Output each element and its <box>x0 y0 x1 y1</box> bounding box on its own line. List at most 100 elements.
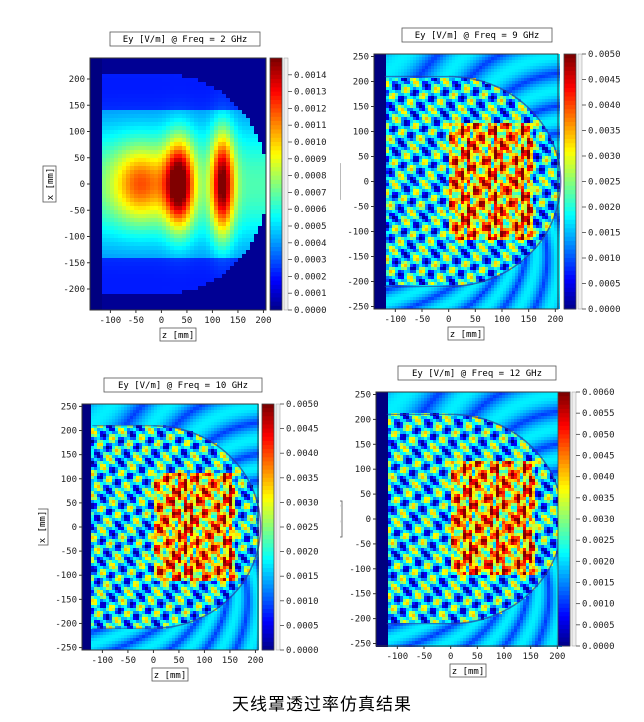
heatmap-cell <box>162 278 166 282</box>
heatmap-cell <box>90 158 94 162</box>
heatmap-cell <box>262 278 266 282</box>
heatmap-cell <box>374 126 377 129</box>
heatmap-cell <box>380 105 383 108</box>
heatmap-cell <box>542 60 545 63</box>
heatmap-cell <box>401 57 404 60</box>
heatmap-cell <box>234 110 238 114</box>
heatmap-cell <box>509 66 512 69</box>
heatmap-cell <box>166 98 170 102</box>
heatmap-cell <box>90 110 94 114</box>
heatmap-cell <box>380 111 383 114</box>
heatmap-cell <box>452 150 455 153</box>
heatmap-cell <box>174 282 178 286</box>
heatmap-cell <box>503 123 506 126</box>
heatmap-cell <box>190 262 194 266</box>
heatmap-cell <box>536 126 539 129</box>
heatmap-cell <box>554 111 557 114</box>
heatmap-cell <box>389 135 392 138</box>
heatmap-cell <box>482 138 485 141</box>
heatmap-cell <box>434 126 437 129</box>
heatmap-cell <box>198 122 202 126</box>
heatmap-cell <box>222 294 226 298</box>
heatmap-cell <box>106 194 110 198</box>
heatmap-cell <box>443 84 446 87</box>
heatmap-cell <box>134 166 138 170</box>
heatmap-cell <box>242 122 246 126</box>
heatmap-cell <box>134 150 138 154</box>
heatmap-cell <box>114 134 118 138</box>
heatmap-cell <box>485 108 488 111</box>
heatmap-cell <box>230 78 234 82</box>
heatmap-cell <box>262 302 266 306</box>
heatmap-cell <box>422 138 425 141</box>
heatmap-cell <box>146 290 150 294</box>
heatmap-cell <box>226 70 230 74</box>
heatmap-cell <box>515 114 518 117</box>
heatmap-cell <box>166 202 170 206</box>
heatmap-cell <box>539 147 542 150</box>
heatmap-cell <box>383 135 386 138</box>
heatmap-cell <box>122 146 126 150</box>
heatmap-cell <box>158 290 162 294</box>
heatmap-cell <box>374 138 377 141</box>
heatmap-cell <box>506 141 509 144</box>
heatmap-cell <box>380 90 383 93</box>
heatmap-cell <box>190 302 194 306</box>
heatmap-cell <box>206 266 210 270</box>
heatmap-cell <box>186 82 190 86</box>
heatmap-cell <box>515 129 518 132</box>
heatmap-cell <box>170 130 174 134</box>
heatmap-cell <box>461 132 464 135</box>
heatmap-cell <box>122 102 126 106</box>
heatmap-cell <box>138 242 142 246</box>
heatmap-cell <box>443 141 446 144</box>
heatmap-cell <box>234 78 238 82</box>
heatmap-cell <box>166 142 170 146</box>
heatmap-cell <box>488 138 491 141</box>
heatmap-cell <box>138 170 142 174</box>
heatmap-cell <box>518 54 521 57</box>
chart-title: Ey [V/m] @ Freq = 2 GHz <box>109 31 261 47</box>
heatmap-cell <box>509 141 512 144</box>
heatmap-cell <box>386 66 389 69</box>
heatmap-cell <box>110 142 114 146</box>
x-tick-label: 200 <box>255 316 271 326</box>
heatmap-cell <box>545 78 548 81</box>
heatmap-cell <box>407 93 410 96</box>
heatmap-cell <box>440 60 443 63</box>
heatmap-cell <box>533 105 536 108</box>
heatmap-cell <box>380 57 383 60</box>
heatmap-cell <box>254 90 258 94</box>
heatmap-cell <box>392 147 395 150</box>
heatmap-cell <box>110 162 114 166</box>
heatmap-cell <box>178 98 182 102</box>
heatmap-cell <box>118 306 122 310</box>
heatmap-cell <box>380 54 383 57</box>
heatmap-cell <box>551 57 554 60</box>
heatmap-cell <box>218 134 222 138</box>
heatmap-cell <box>404 78 407 81</box>
heatmap-cell <box>174 250 178 254</box>
heatmap-cell <box>254 294 258 298</box>
heatmap-cell <box>386 138 389 141</box>
heatmap-cell <box>142 234 146 238</box>
heatmap-cell <box>238 114 242 118</box>
heatmap-cell <box>392 150 395 153</box>
heatmap-cell <box>374 135 377 138</box>
heatmap-cell <box>386 102 389 105</box>
heatmap-cell <box>102 150 106 154</box>
heatmap-cell <box>134 114 138 118</box>
heatmap-cell <box>174 294 178 298</box>
heatmap-cell <box>530 114 533 117</box>
heatmap-cell <box>554 90 557 93</box>
heatmap-cell <box>158 170 162 174</box>
heatmap-cell <box>238 138 242 142</box>
heatmap-cell <box>166 282 170 286</box>
heatmap-cell <box>395 84 398 87</box>
heatmap-cell <box>262 90 266 94</box>
heatmap-cell <box>222 262 226 266</box>
heatmap-cell <box>198 182 202 186</box>
heatmap-cell <box>206 122 210 126</box>
heatmap-cell <box>437 66 440 69</box>
heatmap-cell <box>218 66 222 70</box>
